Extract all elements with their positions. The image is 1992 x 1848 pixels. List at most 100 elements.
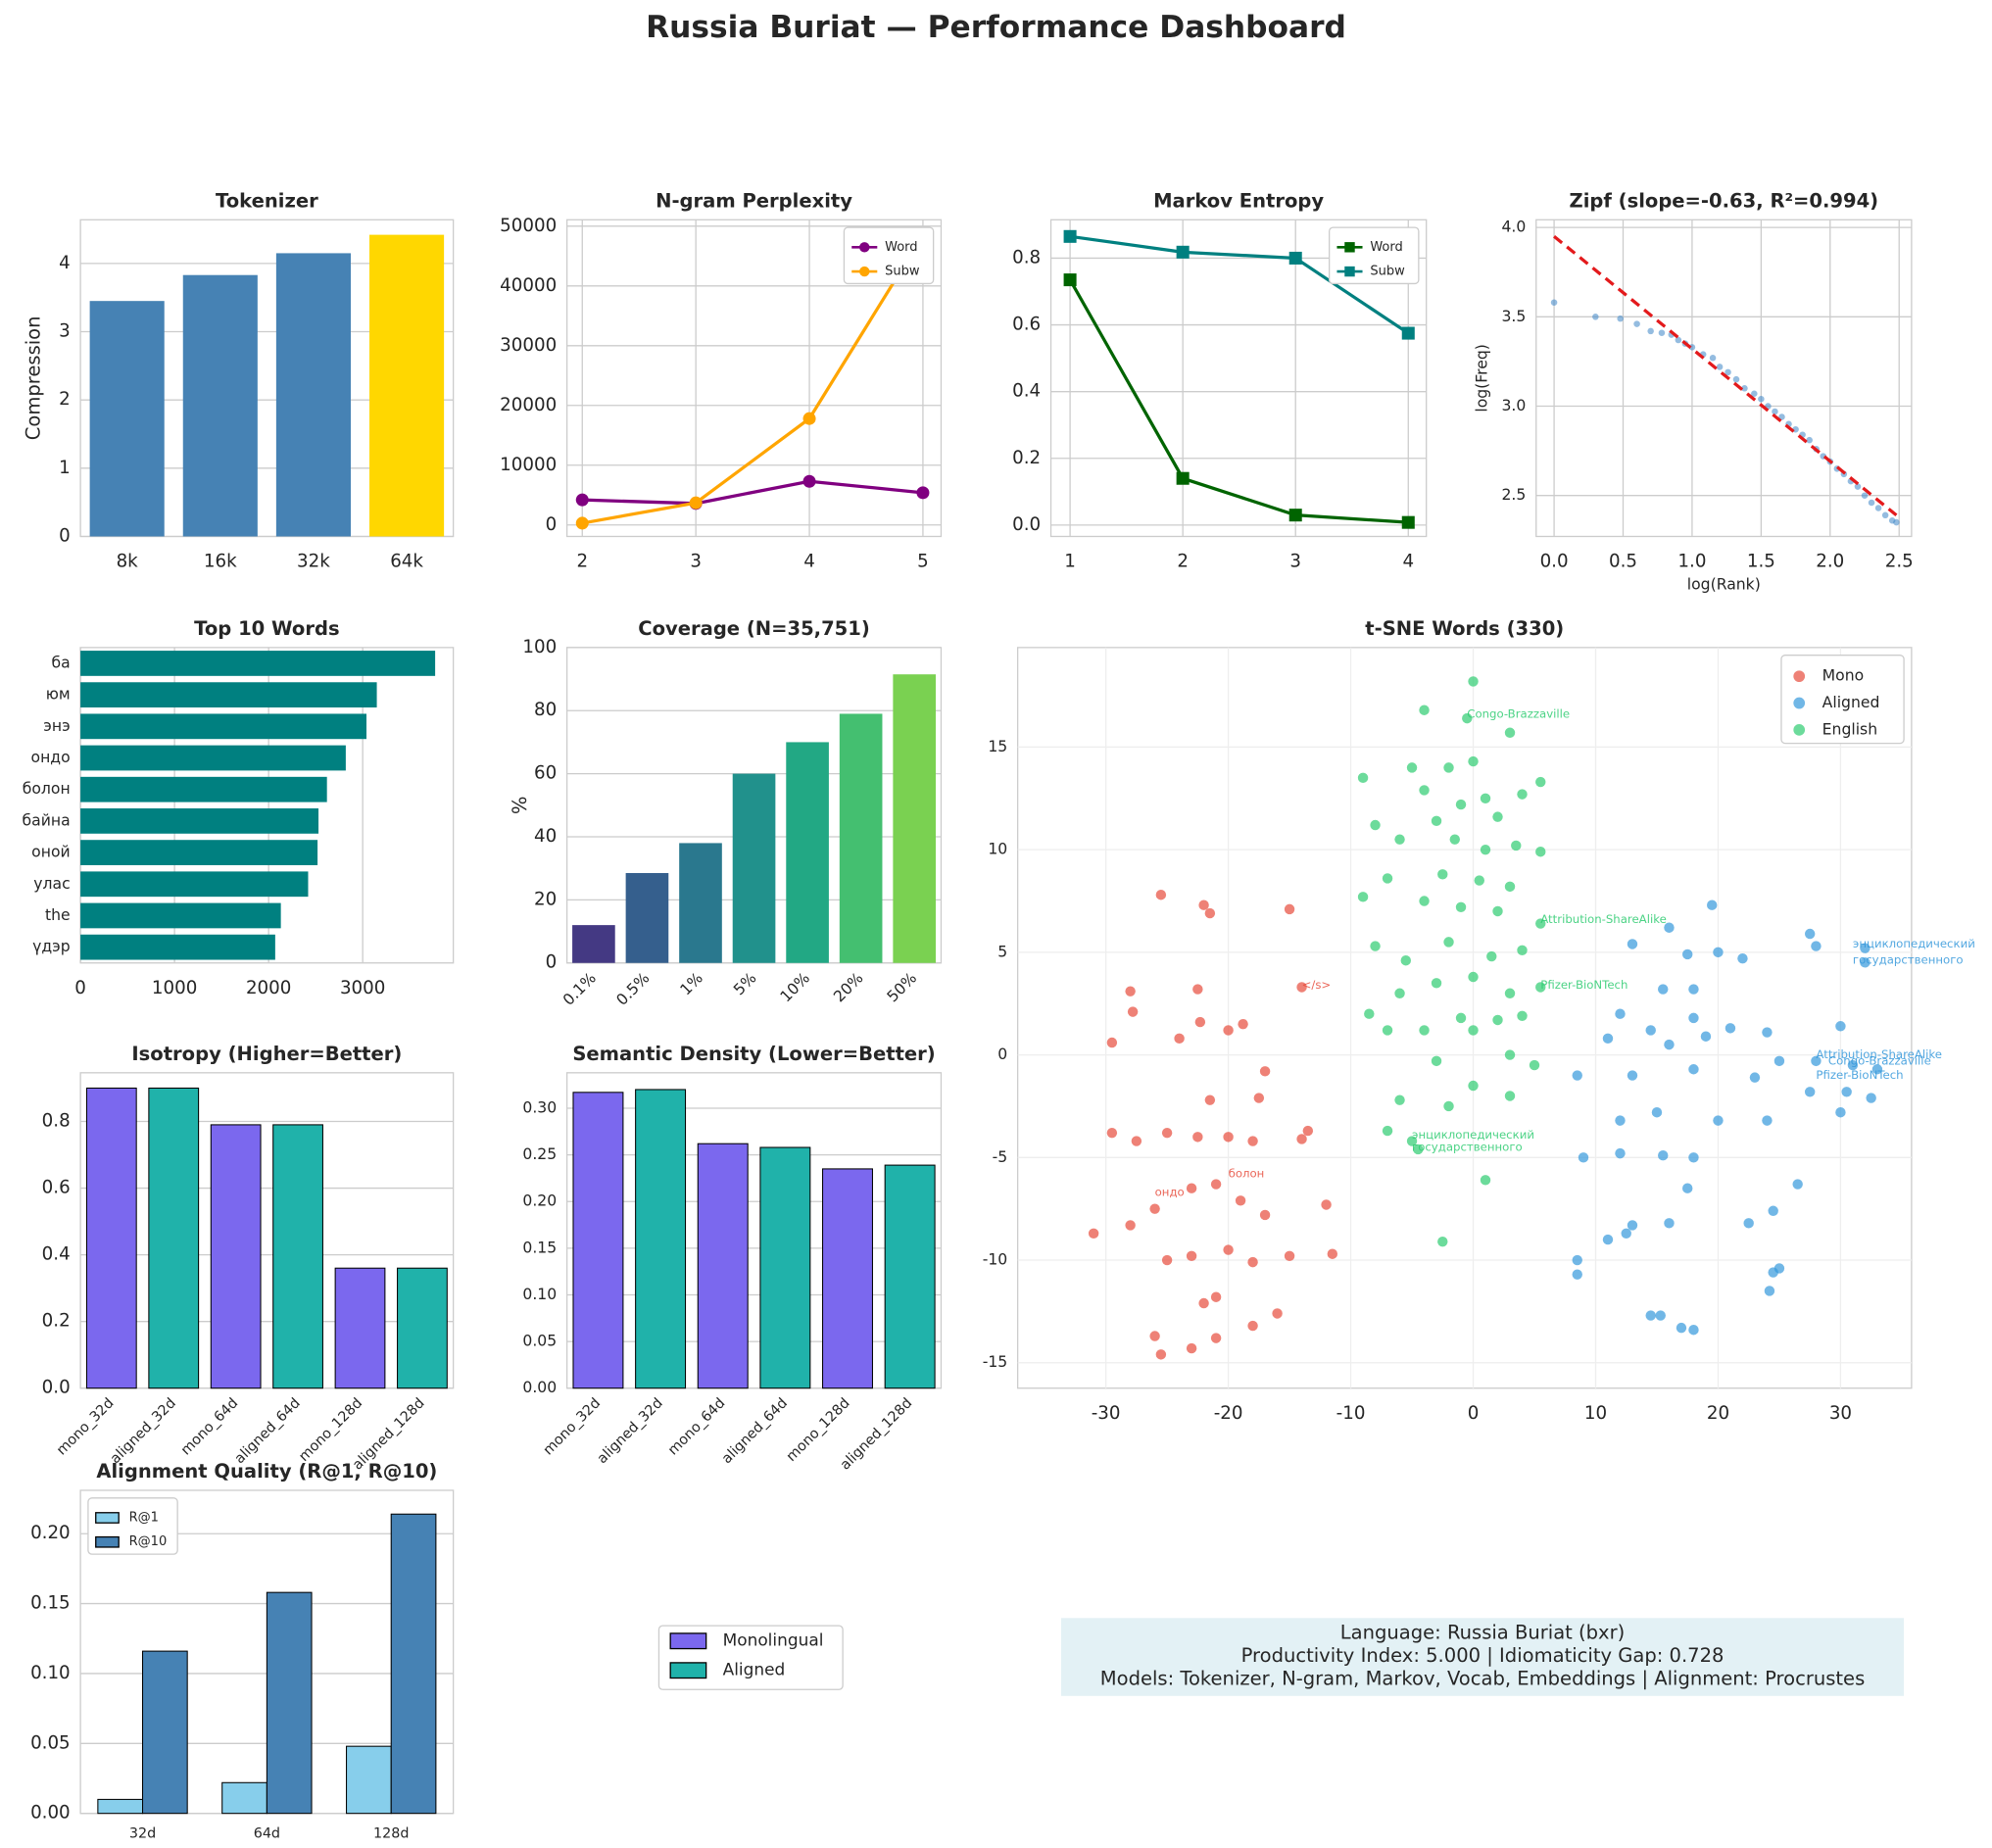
point xyxy=(1621,1228,1631,1240)
legend-marker xyxy=(859,266,870,277)
point xyxy=(1480,793,1491,804)
point xyxy=(1811,1055,1822,1067)
point xyxy=(1578,1152,1589,1163)
point xyxy=(1131,1136,1142,1146)
point xyxy=(1881,511,1889,519)
point xyxy=(1247,1256,1258,1268)
y-tick-label: 80 xyxy=(534,700,557,720)
bar xyxy=(759,1146,811,1389)
point xyxy=(1688,1064,1699,1075)
bar xyxy=(80,651,436,676)
point xyxy=(1400,955,1412,966)
point xyxy=(1198,1297,1209,1309)
point xyxy=(1773,1263,1785,1274)
point xyxy=(1357,892,1369,902)
point xyxy=(1155,1349,1167,1360)
x-tick-label: 20% xyxy=(830,968,867,1005)
x-tick-label: -10 xyxy=(1336,1403,1366,1424)
x-tick-label: 3 xyxy=(1289,552,1301,572)
point xyxy=(1592,314,1599,320)
line xyxy=(1069,234,1410,335)
point xyxy=(1811,941,1822,951)
y-tick-label: 10000 xyxy=(500,455,557,475)
point xyxy=(1764,1286,1775,1296)
bar xyxy=(80,682,377,708)
point xyxy=(1517,1010,1528,1022)
y-tick-label: 0.0 xyxy=(1012,514,1041,535)
x-tick-label: 2 xyxy=(576,552,588,572)
marker xyxy=(689,496,703,510)
point xyxy=(1615,1008,1626,1019)
legend-marker xyxy=(1793,724,1806,736)
x-tick-label: 4 xyxy=(1402,552,1414,572)
point xyxy=(1504,1049,1516,1060)
x-tick-label: 5% xyxy=(730,968,760,998)
point xyxy=(1627,939,1638,949)
x-tick-label: 2.5 xyxy=(1885,552,1914,572)
point xyxy=(1161,1127,1173,1139)
point xyxy=(1762,1027,1773,1038)
y-tick-label: 0 xyxy=(546,952,558,973)
annotation: энциклопедический xyxy=(1853,937,1975,950)
point xyxy=(1868,499,1875,507)
y-tick-label: 3 xyxy=(59,321,71,342)
panel-title: Tokenizer xyxy=(216,190,318,213)
point xyxy=(1419,1025,1430,1036)
point xyxy=(1238,1018,1248,1030)
x-tick-label: 1.0 xyxy=(1677,552,1706,572)
point xyxy=(1572,1269,1582,1280)
point xyxy=(1602,1234,1614,1245)
point xyxy=(1492,811,1503,822)
point xyxy=(1835,1021,1846,1032)
point xyxy=(1382,1025,1393,1036)
y-tick-label: 0.2 xyxy=(1012,448,1041,468)
point xyxy=(1296,1134,1307,1144)
point xyxy=(1664,1218,1675,1229)
point xyxy=(1871,1064,1883,1075)
x-tick-label: 3000 xyxy=(340,978,385,998)
point xyxy=(1645,1025,1656,1036)
x-tick-label: 5 xyxy=(917,552,929,572)
x-tick-label: mono_32d xyxy=(54,1395,117,1458)
x-tick-label: 0.0 xyxy=(1540,552,1569,572)
bar xyxy=(142,1650,188,1815)
legend-swatch xyxy=(669,1662,707,1679)
point xyxy=(1284,903,1295,915)
y-tick-label: 0.8 xyxy=(42,1111,71,1132)
point xyxy=(1455,799,1467,810)
y-tick-label: 15 xyxy=(988,737,1007,755)
y-tick-label: the xyxy=(45,905,71,924)
point xyxy=(1749,1072,1761,1083)
point xyxy=(1806,436,1813,444)
point xyxy=(1259,1209,1271,1221)
bar xyxy=(369,234,445,537)
legend-label: Mono xyxy=(1822,666,1865,685)
y-tick-label: юм xyxy=(46,685,71,704)
y-tick-label: 1 xyxy=(59,458,71,478)
bar xyxy=(221,1781,267,1815)
point xyxy=(1688,984,1699,995)
point xyxy=(1223,1132,1234,1143)
point xyxy=(1688,1325,1699,1336)
point xyxy=(1725,1023,1736,1034)
y-axis-label: Compression xyxy=(23,316,45,441)
bar xyxy=(210,1124,262,1389)
point xyxy=(1468,1080,1479,1092)
y-tick-label: 0.05 xyxy=(30,1732,71,1753)
info-line: Models: Tokenizer, N-gram, Markov, Vocab… xyxy=(1100,1667,1865,1689)
point xyxy=(1247,1320,1258,1332)
legend-label: R@1 xyxy=(129,1510,159,1525)
x-tick-label: 2 xyxy=(1177,552,1189,572)
bar xyxy=(625,873,669,963)
legend-marker xyxy=(1344,242,1355,253)
x-tick-label: -20 xyxy=(1214,1403,1243,1424)
y-tick-label: 30000 xyxy=(500,335,557,356)
point xyxy=(1443,762,1454,773)
legend-label: Subw xyxy=(1370,265,1405,279)
x-tick-label: 16k xyxy=(204,552,237,572)
point xyxy=(1480,844,1491,855)
y-tick-label: 20 xyxy=(534,889,557,909)
point xyxy=(1675,336,1682,344)
point xyxy=(1535,847,1546,857)
